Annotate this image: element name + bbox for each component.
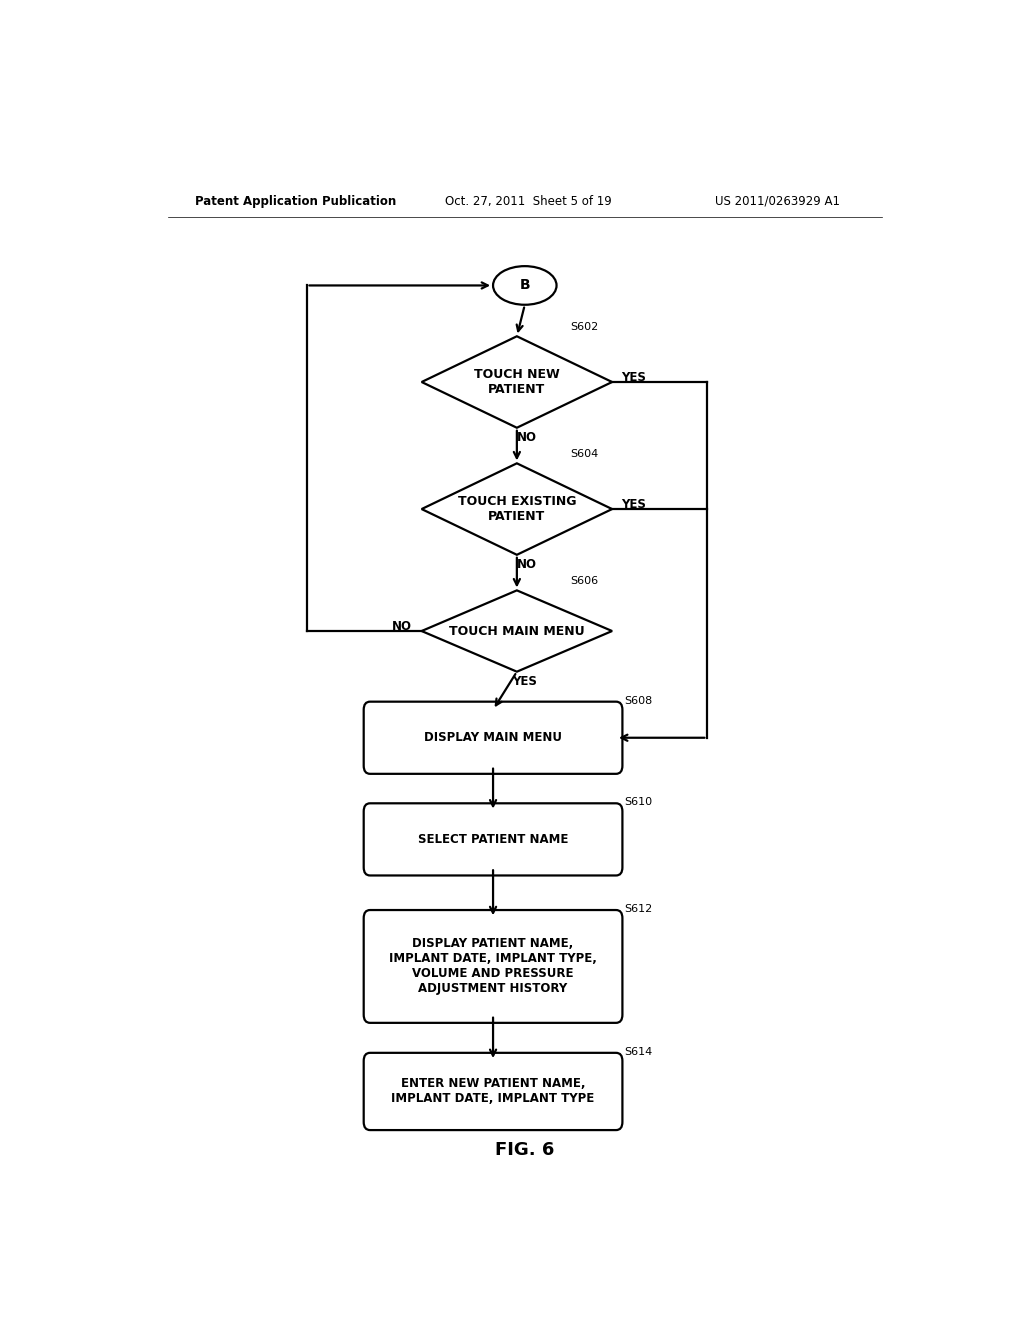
Text: YES: YES [622, 499, 646, 511]
Text: NO: NO [516, 558, 537, 570]
Text: S610: S610 [624, 797, 652, 808]
Text: FIG. 6: FIG. 6 [496, 1142, 554, 1159]
Text: ENTER NEW PATIENT NAME,
IMPLANT DATE, IMPLANT TYPE: ENTER NEW PATIENT NAME, IMPLANT DATE, IM… [391, 1077, 595, 1105]
Text: DISPLAY PATIENT NAME,
IMPLANT DATE, IMPLANT TYPE,
VOLUME AND PRESSURE
ADJUSTMENT: DISPLAY PATIENT NAME, IMPLANT DATE, IMPL… [389, 937, 597, 995]
Text: B: B [519, 279, 530, 293]
Text: TOUCH EXISTING
PATIENT: TOUCH EXISTING PATIENT [458, 495, 577, 523]
Text: S604: S604 [570, 449, 598, 459]
Text: TOUCH NEW
PATIENT: TOUCH NEW PATIENT [474, 368, 560, 396]
Text: S602: S602 [570, 322, 598, 331]
Text: S606: S606 [570, 577, 598, 586]
Text: Oct. 27, 2011  Sheet 5 of 19: Oct. 27, 2011 Sheet 5 of 19 [445, 194, 612, 207]
Text: YES: YES [512, 675, 538, 688]
Text: NO: NO [392, 620, 412, 634]
Text: S614: S614 [624, 1047, 652, 1057]
Text: DISPLAY MAIN MENU: DISPLAY MAIN MENU [424, 731, 562, 744]
Text: Patent Application Publication: Patent Application Publication [196, 194, 396, 207]
Text: S608: S608 [624, 696, 652, 706]
Text: S612: S612 [624, 904, 652, 913]
Text: US 2011/0263929 A1: US 2011/0263929 A1 [715, 194, 841, 207]
Text: TOUCH MAIN MENU: TOUCH MAIN MENU [450, 624, 585, 638]
Text: SELECT PATIENT NAME: SELECT PATIENT NAME [418, 833, 568, 846]
Text: YES: YES [622, 371, 646, 384]
Text: NO: NO [516, 430, 537, 444]
